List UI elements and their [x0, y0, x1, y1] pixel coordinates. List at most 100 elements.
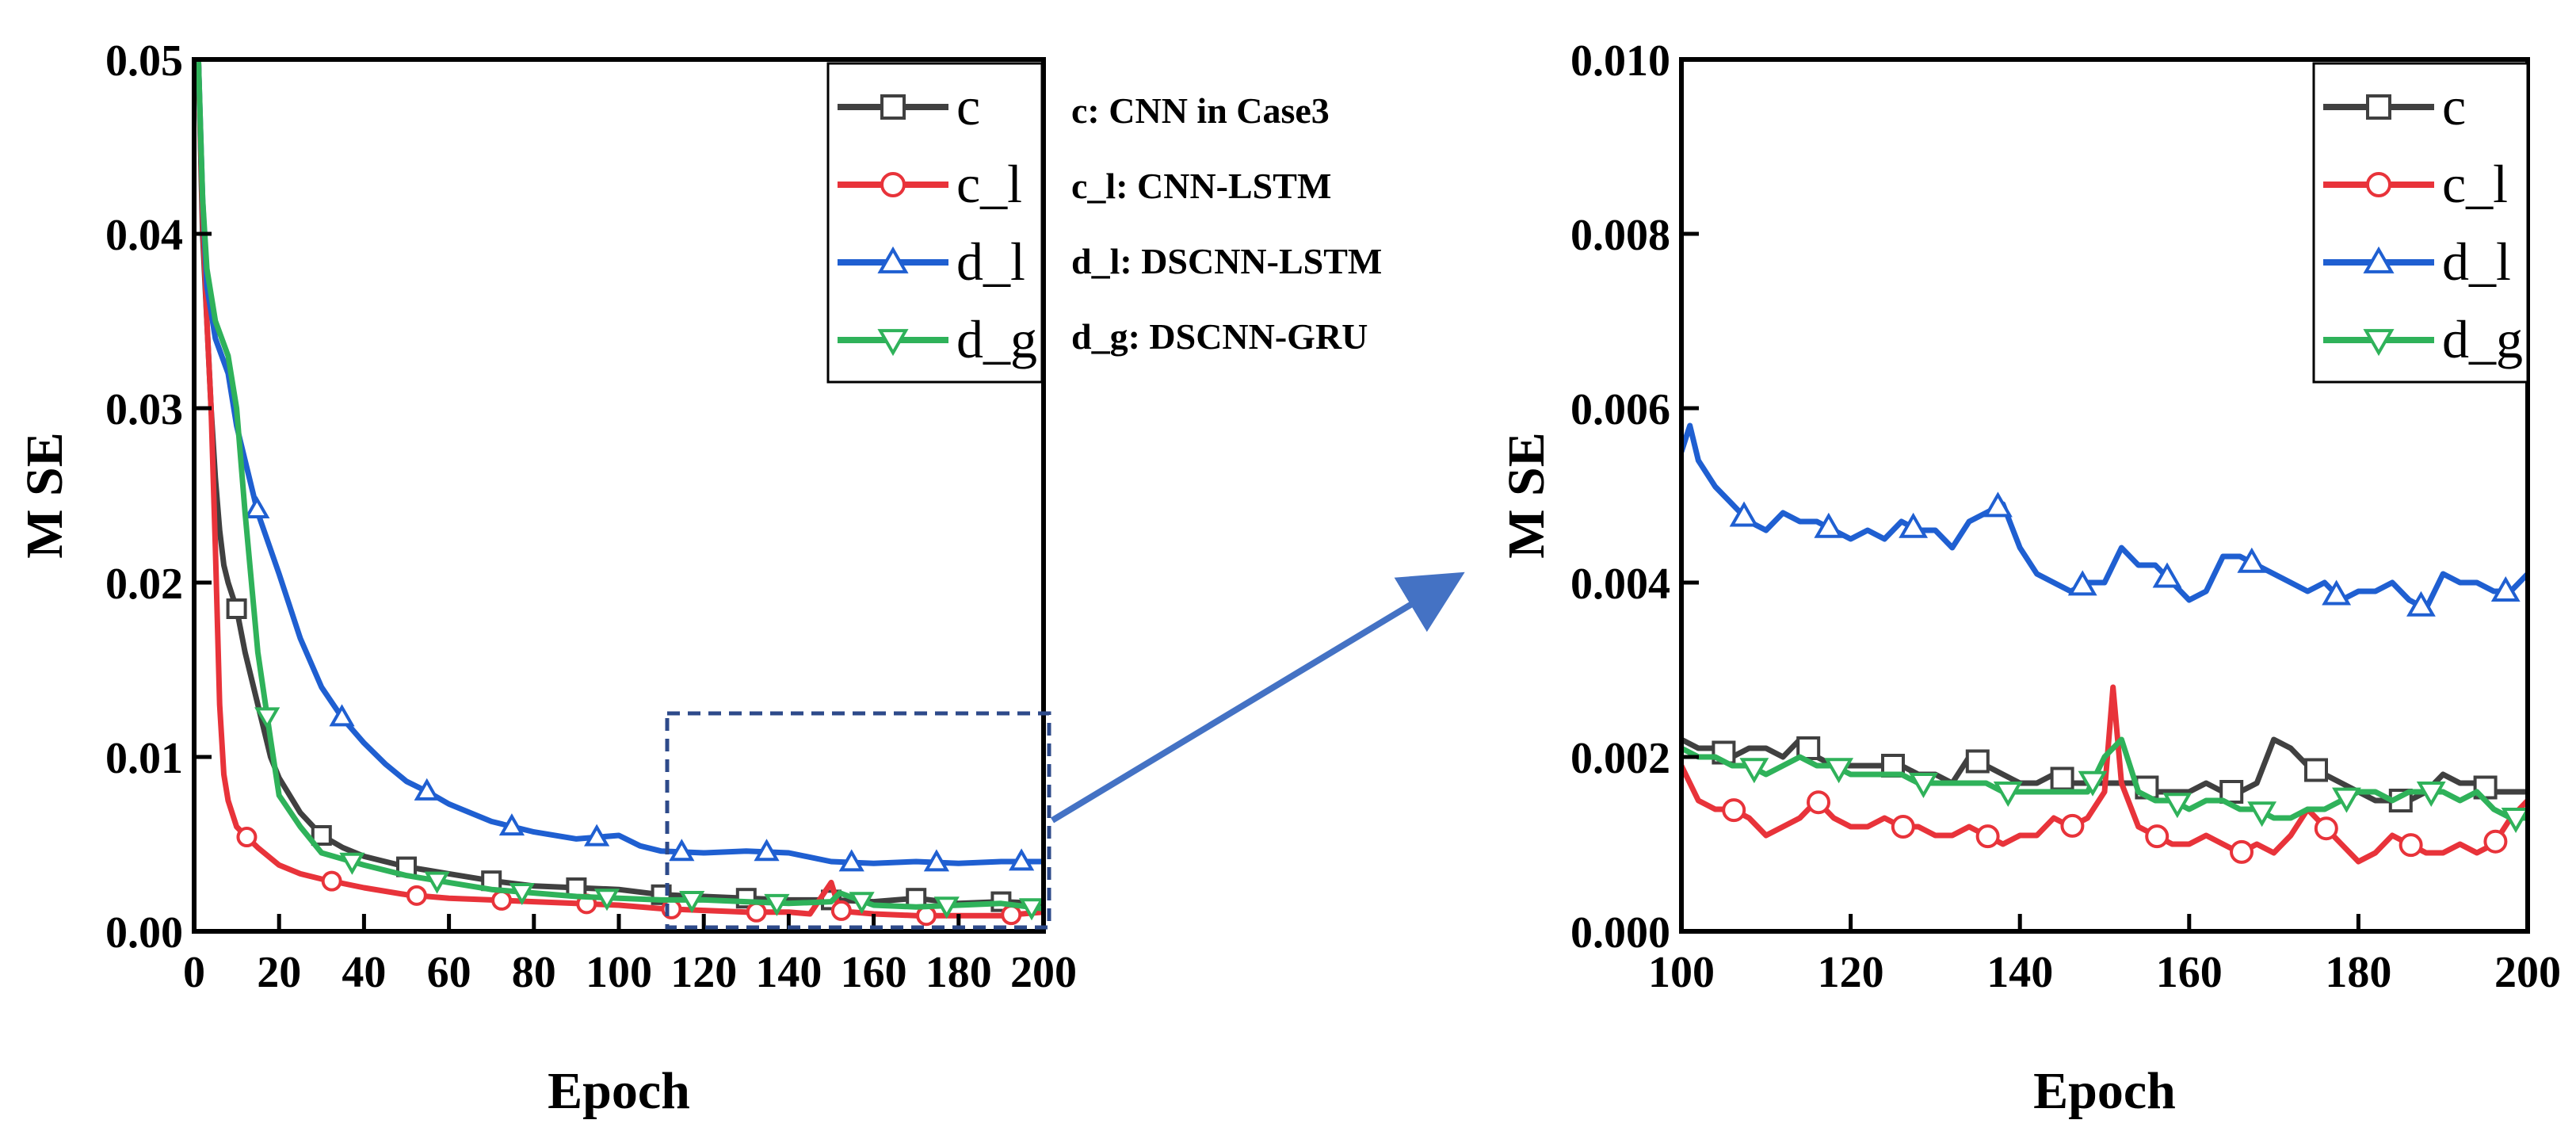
- series-marker-d_g: [424, 871, 450, 894]
- series-marker-d_l: [584, 824, 610, 847]
- series-marker-d_g: [2332, 787, 2361, 813]
- legend-marker-c: [880, 94, 906, 120]
- series-marker-d_l: [1814, 512, 1844, 538]
- series-marker-d_g: [849, 892, 875, 915]
- series-marker-c_l: [2399, 833, 2423, 858]
- legend-marker-d_l: [877, 246, 909, 273]
- series-marker-c: [2050, 766, 2074, 791]
- series-marker-c_l: [1722, 798, 1746, 823]
- legend-label-d_l: d_l: [2442, 231, 2511, 292]
- model-descriptions: c: CNN in Case3 c_l: CNN-LSTM d_l: DSCNN…: [1071, 90, 1382, 357]
- series-marker-c_l: [2145, 824, 2170, 849]
- right-ticks: 100 120 140 160 180 200 0.000 0.002 0.004 0.006 0.…: [1570, 36, 2561, 997]
- left-y-axis-title: M SE: [16, 432, 74, 559]
- right-legend: c c_l d_l d_g: [2312, 62, 2529, 384]
- legend-marker-d_g: [2363, 329, 2395, 357]
- x-tick-label: 200: [1010, 948, 1077, 997]
- series-marker-d_l: [498, 813, 525, 836]
- series-marker-d_g: [1018, 898, 1044, 921]
- series-marker-d_l: [838, 849, 864, 872]
- series-marker-d_l: [2490, 576, 2521, 602]
- series-marker-d_l: [414, 778, 440, 801]
- legend-marker-c_l: [880, 172, 906, 197]
- series-marker-d_l: [923, 849, 950, 872]
- series-marker-c_l: [2230, 839, 2254, 864]
- legend-label-d_g: d_g: [956, 309, 1037, 369]
- y-tick-label: 0.01: [105, 734, 183, 783]
- x-tick-label: 60: [427, 948, 471, 997]
- series-marker-d_l: [2322, 579, 2352, 606]
- series-line-d_g: [1681, 736, 2528, 821]
- series-marker-d_g: [764, 893, 790, 916]
- series-marker-d_g: [509, 883, 535, 906]
- x-tick-label: 100: [586, 948, 652, 997]
- y-tick-label: 0.000: [1570, 908, 1670, 957]
- series-marker-d_g: [1909, 772, 1938, 798]
- series-marker-d_g: [339, 852, 365, 875]
- series-marker-c: [226, 598, 247, 619]
- series-marker-c: [1965, 749, 1990, 774]
- legend-marker-c_l: [2366, 172, 2391, 197]
- series-marker-d_g: [1993, 781, 2023, 807]
- series-marker-c_l: [1891, 815, 1915, 839]
- right-x-axis-title: Epoch: [2033, 1062, 2176, 1120]
- left-chart-panel: 0 20 40 60 80 100 120 140 160 180 200 0.00 0.01 0.02 0…: [16, 36, 1077, 1120]
- series-marker-d_g: [679, 891, 705, 914]
- legend-box: [2312, 62, 2529, 384]
- series-marker-d_g: [593, 889, 620, 912]
- y-tick-label: 0.05: [105, 36, 183, 86]
- series-marker-d_g: [2162, 793, 2192, 819]
- x-tick-label: 0: [183, 948, 205, 997]
- y-tick-label: 0.03: [105, 385, 183, 434]
- series-marker-c: [311, 825, 332, 846]
- series-line-d_g: [195, 59, 1044, 912]
- series-marker-d_g: [2078, 770, 2108, 797]
- zoom-region-box: [665, 711, 1051, 930]
- series-marker-d_g: [2247, 801, 2277, 827]
- series-marker-c_l: [491, 889, 513, 911]
- left-series-layer: [195, 59, 1044, 927]
- series-marker-c_l: [2060, 813, 2085, 838]
- y-tick-label: 0.04: [105, 211, 183, 260]
- y-tick-label: 0.00: [105, 908, 183, 957]
- series-marker-d_l: [1729, 501, 1759, 527]
- series-marker-d_g: [2501, 807, 2528, 833]
- series-marker-d_g: [254, 707, 280, 730]
- series-marker-d_l: [1009, 848, 1035, 871]
- series-marker-d_g: [1824, 758, 1854, 784]
- series-marker-c_l: [2483, 829, 2508, 854]
- series-marker-d_l: [244, 495, 270, 518]
- series-marker-d_g: [2416, 781, 2446, 807]
- x-tick-label: 120: [1818, 948, 1884, 997]
- x-tick-label: 180: [2325, 948, 2391, 997]
- legend-label-c_l: c_l: [956, 154, 1022, 214]
- series-marker-d_l: [2067, 570, 2097, 596]
- series-marker-d_l: [2152, 562, 2182, 588]
- series-marker-d_l: [754, 839, 780, 862]
- description-c: c: CNN in Case3: [1071, 90, 1330, 131]
- series-marker-d_l: [669, 839, 695, 862]
- legend-label-d_l: d_l: [956, 231, 1025, 292]
- series-line-c: [195, 59, 1044, 907]
- series-marker-c_l: [916, 905, 937, 927]
- series-marker-d_l: [2237, 547, 2267, 573]
- description-d-l: d_l: DSCNN-LSTM: [1071, 241, 1382, 281]
- left-x-axis-title: Epoch: [548, 1062, 690, 1120]
- series-marker-d_g: [1739, 758, 1769, 784]
- zoom-arrow: [1050, 571, 1465, 824]
- series-marker-d_l: [1899, 512, 1929, 538]
- y-tick-label: 0.004: [1570, 560, 1670, 609]
- series-marker-d_l: [329, 704, 355, 727]
- series-line-d_l: [1681, 422, 2528, 612]
- series-marker-c_l: [746, 901, 767, 923]
- legend-label-c: c: [956, 76, 980, 136]
- x-tick-label: 140: [755, 948, 822, 997]
- series-marker-c_l: [1807, 790, 1831, 815]
- left-ticks: 0 20 40 60 80 100 120 140 160 180 200 0.00 0.01 0.02 0…: [105, 36, 1077, 997]
- series-marker-c_l: [236, 827, 258, 848]
- series-marker-d_l: [1983, 491, 2013, 518]
- x-tick-label: 20: [257, 948, 301, 997]
- right-series-layer: [1681, 422, 2528, 865]
- x-tick-label: 100: [1648, 948, 1715, 997]
